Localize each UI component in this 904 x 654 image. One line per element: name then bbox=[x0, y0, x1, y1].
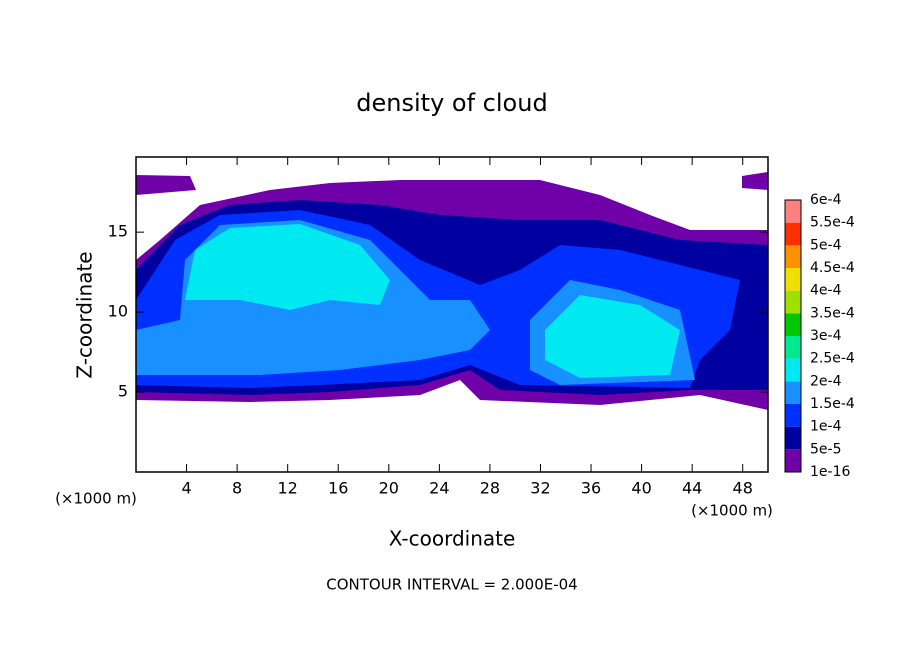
colorbar-label: 1e-16 bbox=[810, 464, 850, 480]
y-tick-label: 15 bbox=[108, 222, 128, 241]
x-tick-label: 24 bbox=[429, 479, 449, 498]
x-tick-label: 48 bbox=[733, 479, 753, 498]
colorbar-swatch bbox=[785, 245, 801, 268]
x-tick-label: 4 bbox=[181, 479, 191, 498]
contour-region bbox=[136, 175, 196, 195]
colorbar-label: 1e-4 bbox=[810, 419, 842, 435]
colorbar-label: 2e-4 bbox=[810, 373, 842, 389]
colorbar-label: 1.5e-4 bbox=[810, 396, 855, 412]
contour-region bbox=[185, 224, 390, 310]
y-axis-label: Z-coordinate bbox=[73, 251, 97, 378]
colorbar-swatch bbox=[785, 426, 801, 450]
colorbar-swatch bbox=[785, 268, 801, 291]
colorbar-swatch bbox=[785, 404, 801, 427]
contour-region bbox=[742, 172, 768, 190]
colorbar-swatch bbox=[785, 336, 801, 359]
x-tick-label: 32 bbox=[530, 479, 550, 498]
colorbar-label: 5e-4 bbox=[810, 237, 842, 253]
colorbar-swatch bbox=[785, 358, 801, 382]
colorbar-label: 4.5e-4 bbox=[810, 260, 855, 276]
x-tick-label: 40 bbox=[631, 479, 651, 498]
colorbar-label: 5e-5 bbox=[810, 441, 841, 457]
colorbar-label: 2.5e-4 bbox=[810, 351, 855, 367]
x-tick-label: 44 bbox=[682, 479, 702, 498]
x-tick-label: 36 bbox=[581, 479, 601, 498]
colorbar-swatch bbox=[785, 222, 801, 246]
colorbar-label: 4e-4 bbox=[810, 283, 842, 299]
x-tick-label: 28 bbox=[480, 479, 500, 498]
x-tick-label: 8 bbox=[232, 479, 242, 498]
colorbar-label: 6e-4 bbox=[810, 192, 842, 208]
x-unit: (×1000 m) bbox=[691, 502, 773, 520]
plot-frame bbox=[135, 156, 769, 473]
x-tick-label: 20 bbox=[379, 479, 399, 498]
y-tick-label: 5 bbox=[118, 382, 128, 401]
contour-region bbox=[545, 295, 680, 378]
colorbar-frame bbox=[784, 199, 802, 473]
x-axis-label: X-coordinate bbox=[389, 527, 516, 551]
colorbar-swatch bbox=[785, 200, 801, 223]
colorbar-swatch bbox=[785, 313, 801, 336]
colorbar-swatch bbox=[785, 381, 801, 404]
colorbar-label: 5.5e-4 bbox=[810, 215, 855, 231]
y-unit: (×1000 m) bbox=[55, 490, 137, 508]
colorbar-label: 3e-4 bbox=[810, 328, 842, 344]
y-tick-label: 10 bbox=[108, 302, 128, 321]
annotation: CONTOUR INTERVAL = 2.000E-04 bbox=[326, 576, 577, 594]
x-tick-label: 16 bbox=[328, 479, 348, 498]
colorbar-swatch bbox=[785, 290, 801, 314]
chart-title: density of cloud bbox=[356, 89, 547, 117]
colorbar-label: 3.5e-4 bbox=[810, 305, 855, 321]
x-tick-label: 12 bbox=[278, 479, 298, 498]
colorbar-swatch bbox=[785, 449, 801, 472]
